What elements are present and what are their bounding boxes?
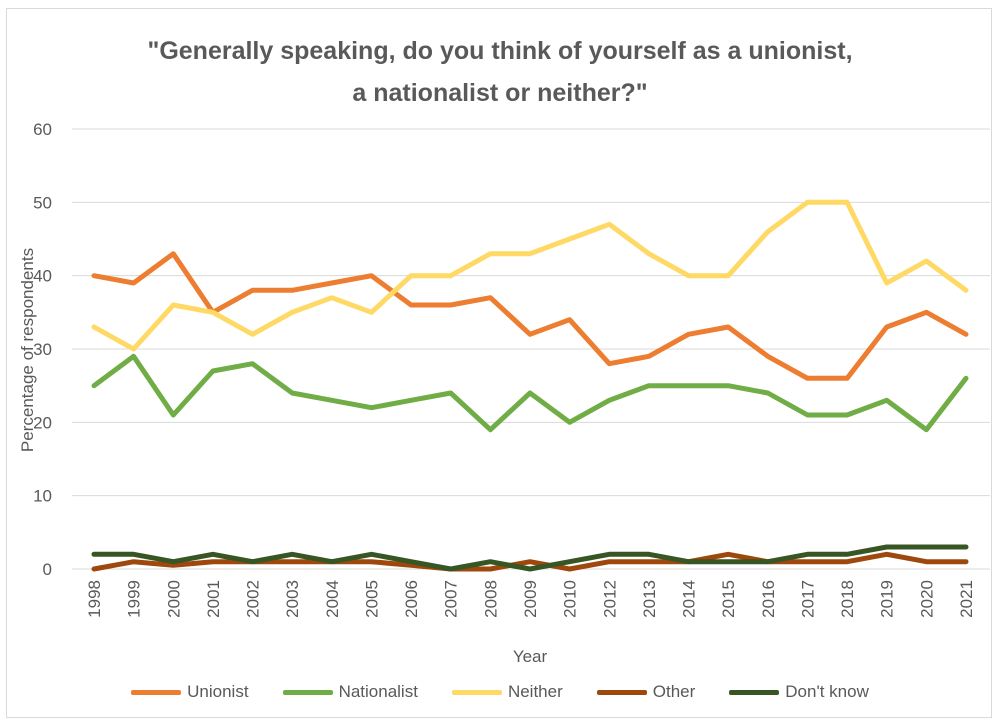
legend-label: Neither bbox=[507, 682, 563, 701]
legend: Unionist Nationalist Neither Other Don't kno… bbox=[0, 678, 1000, 706]
y-tick-label: 30 bbox=[33, 340, 52, 359]
legend-swatch bbox=[451, 689, 502, 695]
series-lines bbox=[91, 199, 969, 572]
x-tick-label: 2015 bbox=[719, 580, 738, 618]
x-tick-label: 2008 bbox=[481, 580, 500, 618]
y-axis-label: Percentage of respondents bbox=[18, 248, 37, 452]
y-tick-label: 50 bbox=[33, 193, 52, 212]
legend-label: Nationalist bbox=[338, 682, 418, 701]
x-tick-label: 2020 bbox=[917, 580, 936, 618]
legend-swatch bbox=[729, 689, 780, 695]
x-tick-label: 2009 bbox=[521, 580, 540, 618]
x-tick-label: 2000 bbox=[164, 580, 183, 618]
chart-frame bbox=[6, 8, 992, 718]
y-tick-label: 0 bbox=[43, 560, 52, 579]
legend-swatch bbox=[131, 689, 182, 695]
chart-title: "Generally speaking, do you think of you… bbox=[0, 30, 1000, 114]
legend-item: Nationalist bbox=[282, 682, 418, 702]
x-axis-label: Year bbox=[513, 647, 548, 666]
series-line-don-t-know bbox=[91, 544, 969, 572]
legend-swatch bbox=[282, 689, 333, 695]
x-tick-label: 2014 bbox=[680, 580, 699, 618]
x-tick-label: 1998 bbox=[85, 580, 104, 618]
legend-label: Unionist bbox=[187, 682, 249, 701]
legend-item: Neither bbox=[451, 682, 563, 702]
y-tick-label: 60 bbox=[33, 120, 52, 139]
x-tick-label: 2013 bbox=[640, 580, 659, 618]
x-tick-label: 2002 bbox=[244, 580, 263, 618]
y-tick-label: 10 bbox=[33, 487, 52, 506]
x-tick-label: 2007 bbox=[442, 580, 461, 618]
series-line-unionist bbox=[91, 251, 969, 381]
x-tick-label: 2005 bbox=[362, 580, 381, 618]
x-tick-label: 2016 bbox=[759, 580, 778, 618]
x-tick-label: 1999 bbox=[125, 580, 144, 618]
gridlines bbox=[72, 128, 990, 570]
chart-title-line-1: "Generally speaking, do you think of you… bbox=[147, 37, 853, 65]
x-tick-label: 2021 bbox=[957, 580, 976, 618]
chart-title-line-2: a nationalist or neither?" bbox=[352, 79, 648, 107]
legend-item: Other bbox=[596, 682, 696, 702]
x-axis-ticks: 1998 1999 2000 2001 2002 2003 2004 2005 2006 2007… bbox=[85, 580, 976, 618]
legend-item: Unionist bbox=[131, 682, 249, 702]
y-axis-ticks: 0 10 20 30 40 50 60 bbox=[33, 120, 52, 579]
y-tick-label: 20 bbox=[33, 413, 52, 432]
x-tick-label: 2004 bbox=[323, 580, 342, 618]
y-tick-label: 40 bbox=[33, 267, 52, 286]
x-tick-label: 2003 bbox=[283, 580, 302, 618]
legend-item: Don't know bbox=[729, 682, 869, 702]
x-tick-label: 2010 bbox=[561, 580, 580, 618]
x-tick-label: 2019 bbox=[878, 580, 897, 618]
series-line-neither bbox=[91, 199, 969, 352]
x-tick-label: 2001 bbox=[204, 580, 223, 618]
series-line-nationalist bbox=[91, 353, 969, 433]
legend-label: Other bbox=[652, 682, 696, 701]
x-tick-label: 2018 bbox=[838, 580, 857, 618]
x-tick-label: 2012 bbox=[600, 580, 619, 618]
x-tick-label: 2017 bbox=[798, 580, 817, 618]
legend-label: Don't know bbox=[785, 682, 869, 701]
legend-swatch bbox=[596, 689, 647, 695]
x-tick-label: 2006 bbox=[402, 580, 421, 618]
